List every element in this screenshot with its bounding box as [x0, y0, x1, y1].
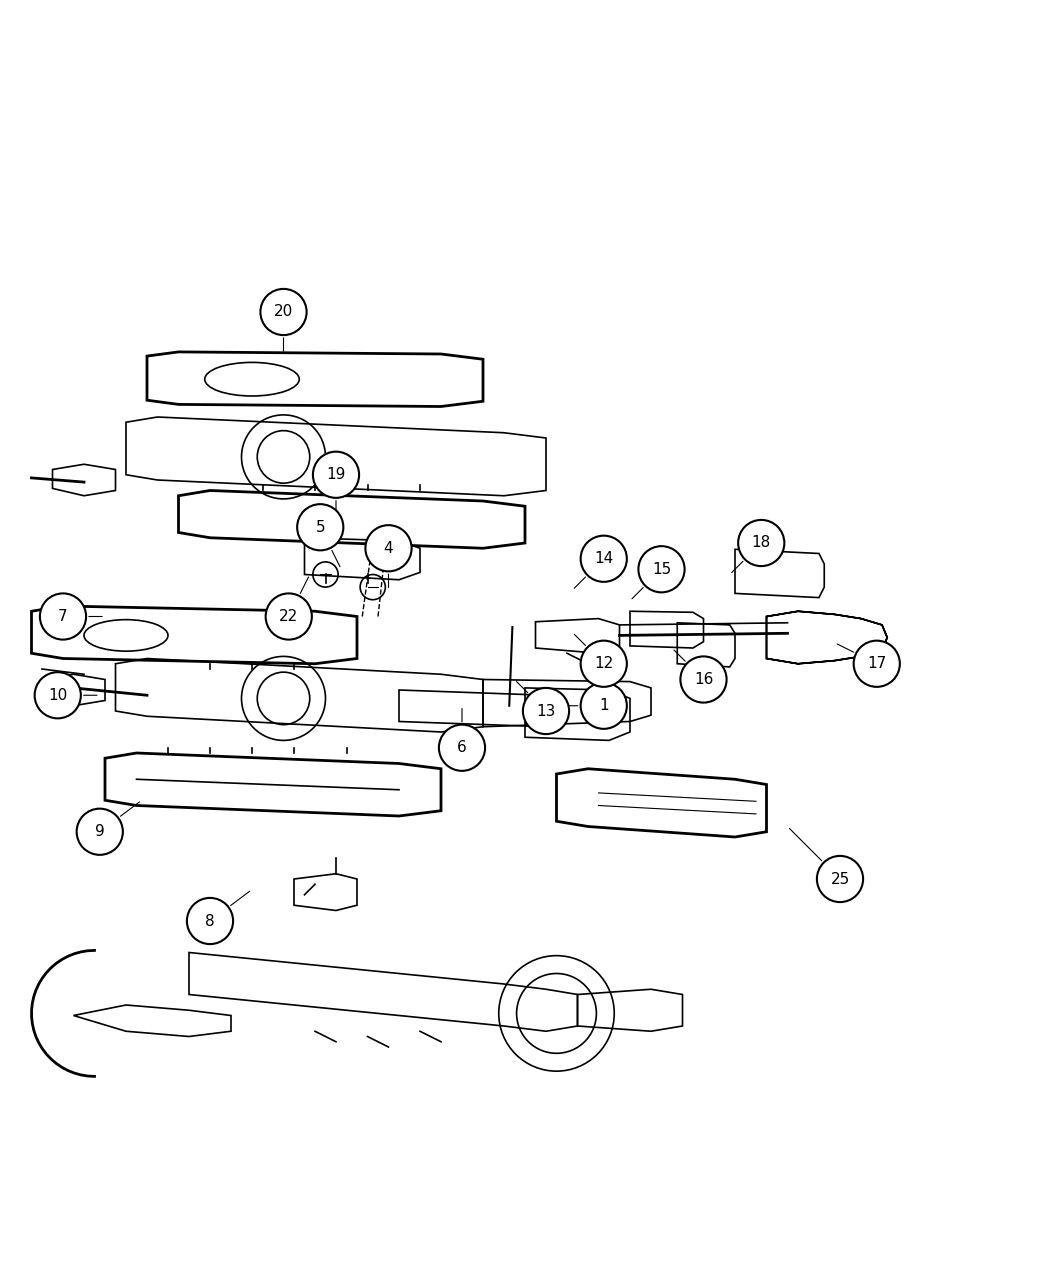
Text: 25: 25	[831, 872, 849, 886]
Text: 7: 7	[58, 609, 68, 623]
Text: 18: 18	[752, 536, 771, 551]
Text: 14: 14	[594, 551, 613, 566]
Text: 15: 15	[652, 562, 671, 576]
Circle shape	[680, 657, 727, 703]
Circle shape	[313, 451, 359, 497]
Circle shape	[439, 724, 485, 771]
Circle shape	[187, 898, 233, 944]
Text: 19: 19	[327, 467, 345, 482]
Circle shape	[365, 525, 412, 571]
Text: 9: 9	[94, 824, 105, 839]
Text: 10: 10	[48, 687, 67, 703]
Circle shape	[581, 682, 627, 729]
Circle shape	[638, 546, 685, 593]
Text: 6: 6	[457, 741, 467, 755]
Circle shape	[523, 688, 569, 734]
Circle shape	[817, 856, 863, 903]
Circle shape	[77, 808, 123, 854]
Text: 1: 1	[598, 699, 609, 713]
Circle shape	[738, 520, 784, 566]
Circle shape	[297, 504, 343, 551]
Circle shape	[581, 640, 627, 687]
Text: 4: 4	[383, 541, 394, 556]
Text: 16: 16	[694, 672, 713, 687]
Circle shape	[260, 289, 307, 335]
Text: 12: 12	[594, 657, 613, 671]
Circle shape	[581, 536, 627, 581]
Text: 8: 8	[205, 913, 215, 928]
Text: 22: 22	[279, 609, 298, 623]
Circle shape	[854, 640, 900, 687]
Text: 5: 5	[315, 520, 326, 534]
Circle shape	[40, 593, 86, 640]
Circle shape	[266, 593, 312, 640]
Text: 13: 13	[537, 704, 555, 719]
Text: 17: 17	[867, 657, 886, 671]
Text: 20: 20	[274, 305, 293, 320]
Circle shape	[35, 672, 81, 718]
